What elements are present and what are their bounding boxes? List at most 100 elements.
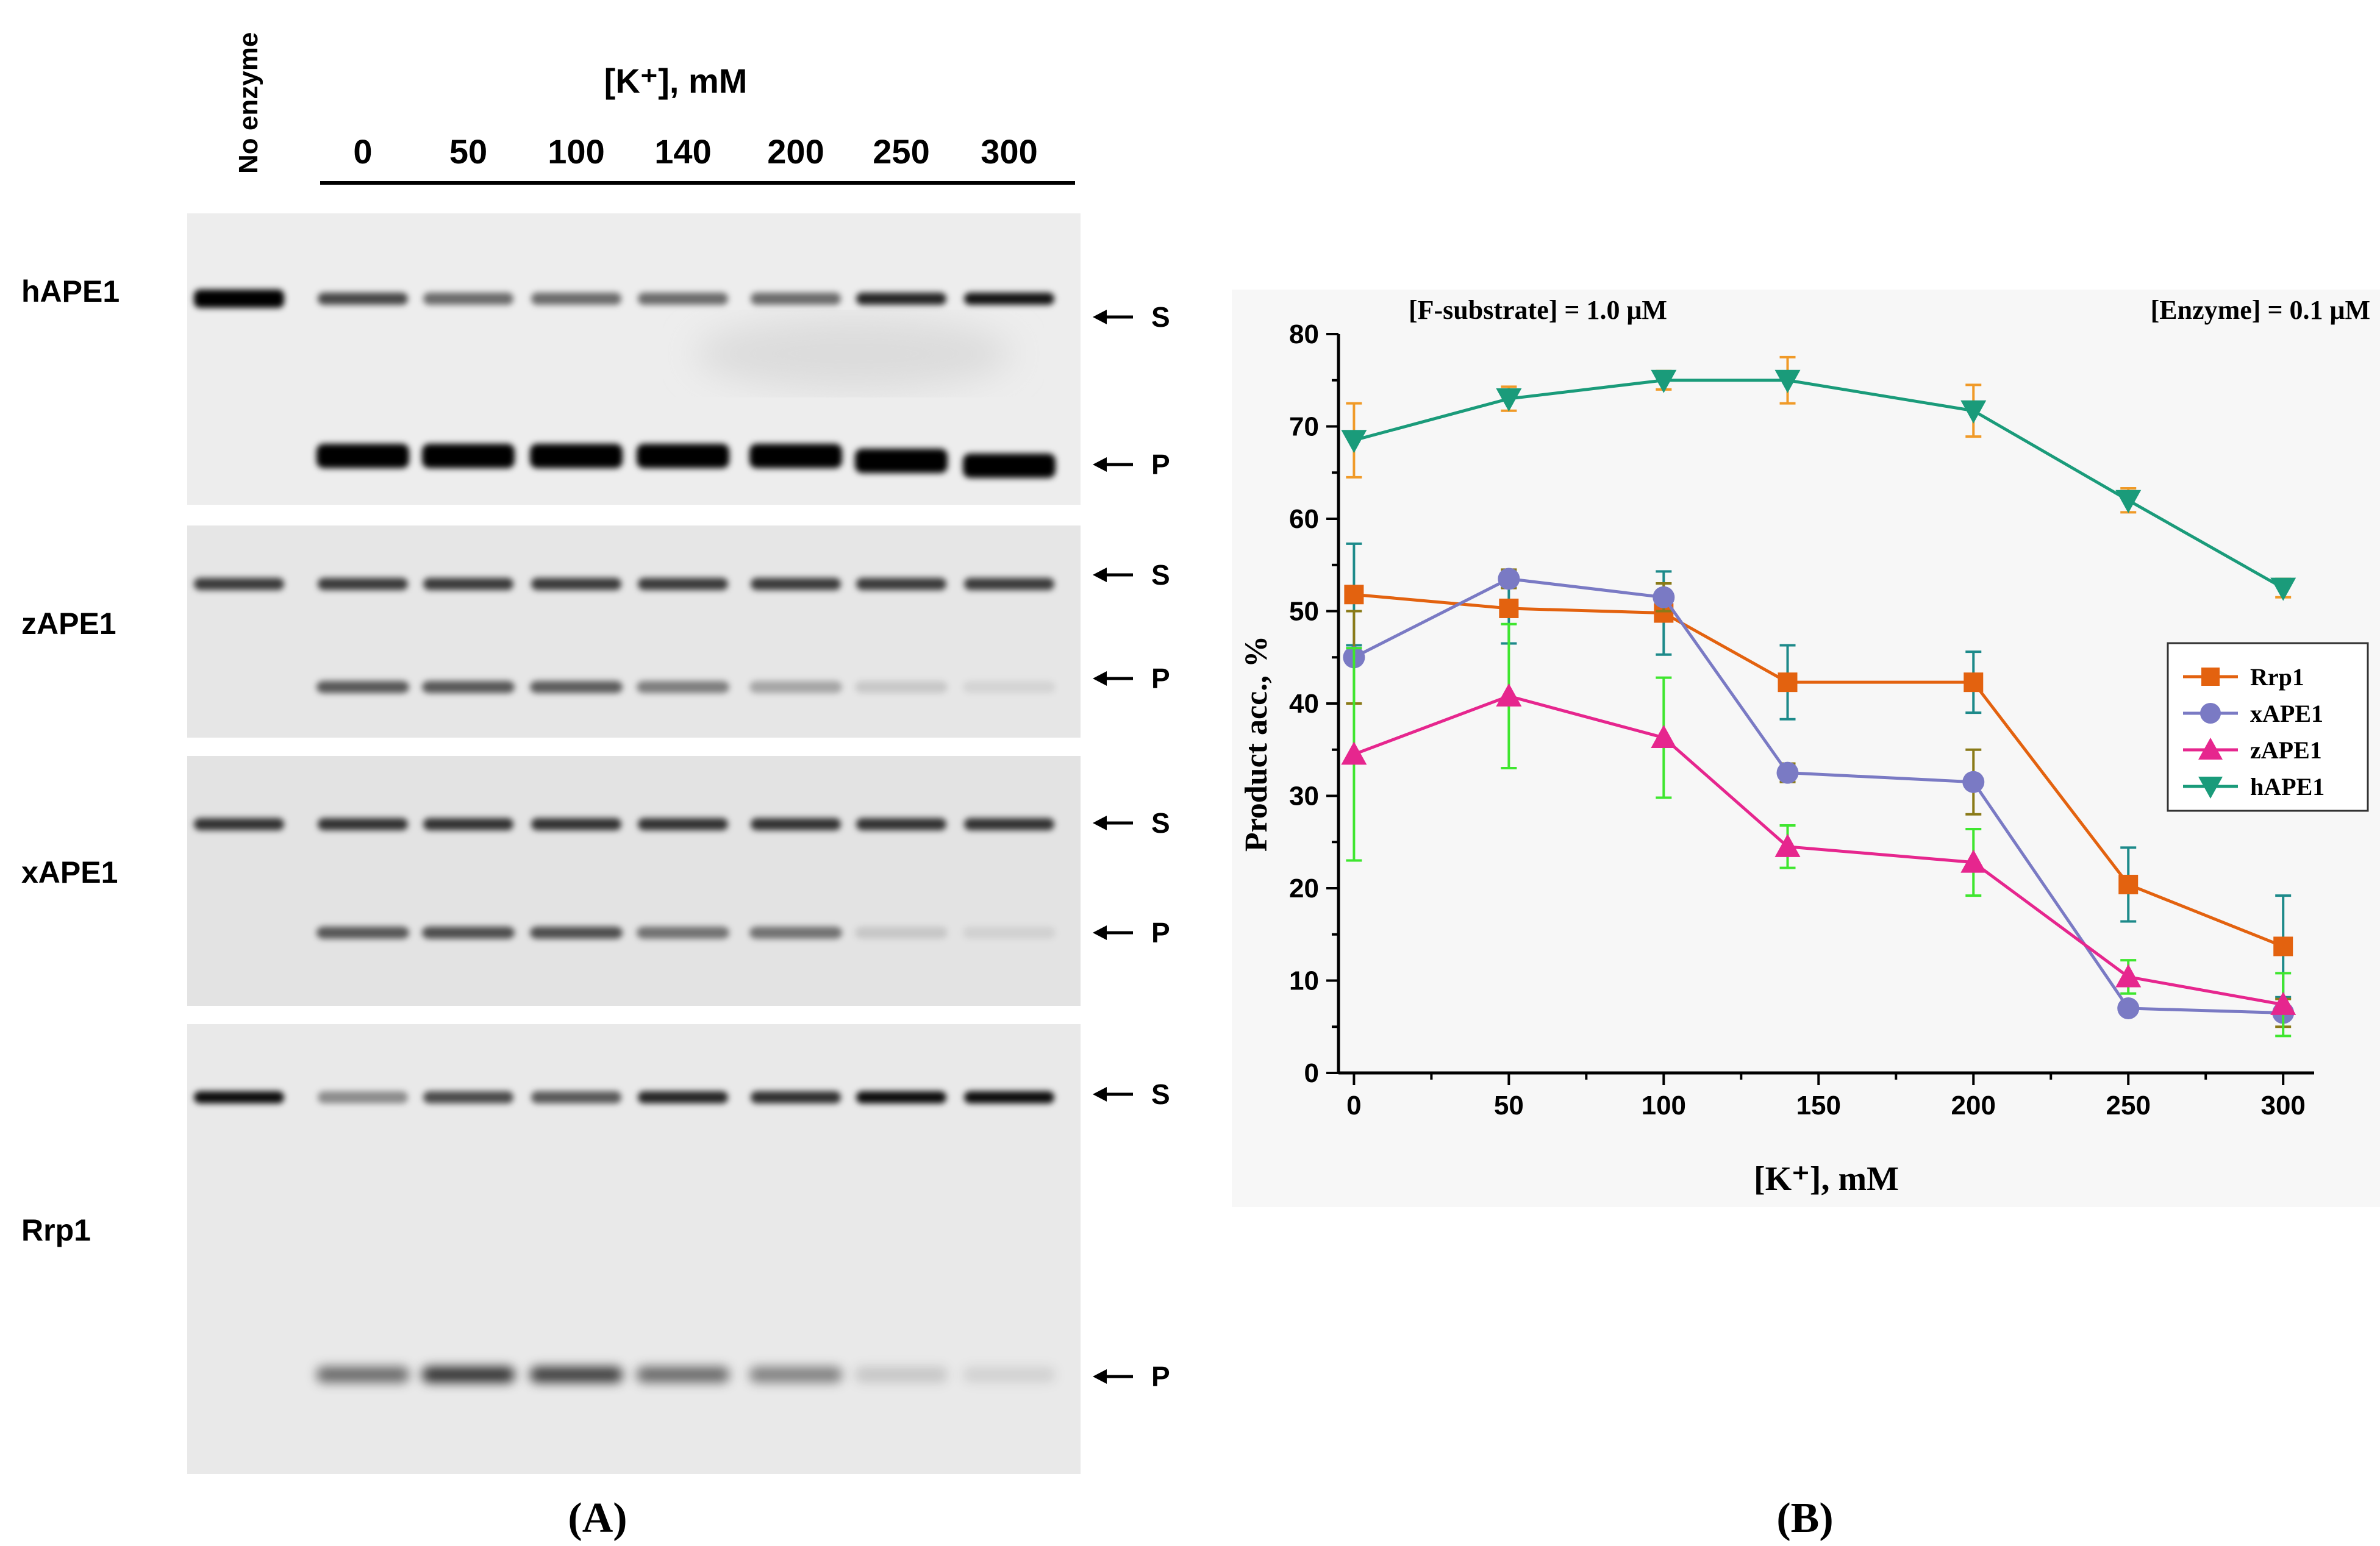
lane-conc-200: 200 xyxy=(767,132,824,171)
marker-square xyxy=(1964,672,1984,693)
product-band xyxy=(855,681,948,693)
legend: Rrp1 xAPE1 zAPE1 hAPE1 xyxy=(2167,642,2369,812)
marker-triangle-down xyxy=(2198,777,2223,799)
marker-triangle-up xyxy=(1496,683,1522,707)
marker-square xyxy=(2273,936,2293,956)
arrow-head xyxy=(1093,671,1107,686)
y-tick-label: 0 xyxy=(1304,1058,1319,1088)
blot-smear xyxy=(695,317,1012,390)
axes: 0 50 100 150 200 250 300 0 10 20 30 40 50 60 70 80 xyxy=(1289,319,2314,1120)
marker-triangle-up xyxy=(2198,738,2223,760)
marker-triangle-up xyxy=(1651,725,1677,749)
annotation-left: [F-substrate] = 1.0 μM xyxy=(1409,295,1667,325)
substrate-band xyxy=(638,293,728,305)
series-hAPE1 xyxy=(1341,355,2296,601)
marker-square xyxy=(1778,672,1798,693)
y-tick-label: 60 xyxy=(1289,504,1319,534)
panel-name-hAPE1: hAPE1 xyxy=(21,274,120,308)
arrow-head xyxy=(1093,1369,1107,1384)
substrate-band xyxy=(531,293,621,305)
marker-triangle-down xyxy=(1960,400,1987,424)
product-band xyxy=(530,444,623,468)
lane-conc-250: 250 xyxy=(873,132,929,171)
substrate-band xyxy=(856,578,946,590)
arrow-head xyxy=(1093,568,1107,582)
x-tick-label: 200 xyxy=(1951,1091,1996,1120)
series-layer xyxy=(1341,355,2296,1038)
lane-conc-300: 300 xyxy=(981,132,1037,171)
legend-label: zAPE1 xyxy=(2250,736,2322,764)
s-label: S xyxy=(1151,807,1170,839)
x-tick-label: 150 xyxy=(1796,1091,1841,1120)
lane-conc-labels: 0 50 100 140 200 250 300 xyxy=(353,132,1037,171)
marker-square xyxy=(1499,598,1519,618)
product-band xyxy=(530,681,623,693)
product-band xyxy=(316,681,409,693)
marker-circle xyxy=(1962,771,1985,793)
product-band xyxy=(963,681,1056,693)
x-tick-label: 50 xyxy=(1494,1091,1524,1120)
substrate-band xyxy=(964,1091,1054,1103)
substrate-band xyxy=(531,818,621,830)
chart-panel: [F-substrate] = 1.0 μM [Enzyme] = 0.1 μM… xyxy=(1232,290,2380,1542)
substrate-band xyxy=(531,578,621,590)
marker-circle xyxy=(1653,586,1675,608)
marker-circle xyxy=(1498,568,1520,590)
substrate-band xyxy=(751,293,841,305)
product-band xyxy=(316,444,409,468)
substrate-band xyxy=(964,578,1054,590)
panel-name-zAPE1: zAPE1 xyxy=(21,607,116,641)
product-band xyxy=(749,444,842,468)
product-band xyxy=(963,1367,1056,1383)
substrate-band xyxy=(638,578,728,590)
legend-label: Rrp1 xyxy=(2250,663,2304,691)
y-tick-label: 50 xyxy=(1289,597,1319,627)
substrate-band xyxy=(318,818,408,830)
product-band xyxy=(855,449,948,473)
s-label: S xyxy=(1151,1078,1170,1110)
y-tick-label: 80 xyxy=(1289,319,1319,349)
y-tick-label: 70 xyxy=(1289,412,1319,442)
substrate-band xyxy=(856,293,946,305)
blot-hAPE1 xyxy=(187,213,1081,505)
y-axis-label: Product acc., % xyxy=(1239,636,1274,852)
lane-conc-0: 0 xyxy=(353,132,372,171)
product-band xyxy=(530,1367,623,1383)
substrate-band xyxy=(318,1091,408,1103)
substrate-band xyxy=(318,293,408,305)
arrow-head xyxy=(1093,925,1107,940)
substrate-band xyxy=(856,818,946,830)
product-band xyxy=(422,1367,515,1383)
substrate-band xyxy=(751,818,841,830)
arrow-head xyxy=(1093,457,1107,472)
substrate-band xyxy=(194,290,284,308)
marker-square xyxy=(2201,668,2220,686)
gel-panel: No enzyme [K⁺], mM 0 50 100 140 200 250 300 hA… xyxy=(21,32,1170,1542)
conc-title: [K⁺], mM xyxy=(604,62,748,100)
substrate-band xyxy=(423,578,513,590)
substrate-band xyxy=(194,578,284,590)
product-band xyxy=(963,454,1056,478)
legend-box xyxy=(2167,642,2369,812)
substrate-band xyxy=(423,1091,513,1103)
y-tick-label: 40 xyxy=(1289,689,1319,719)
x-tick-label: 100 xyxy=(1642,1091,1686,1120)
product-band xyxy=(749,1367,842,1383)
substrate-band xyxy=(964,818,1054,830)
marker-triangle-down xyxy=(1774,369,1801,393)
substrate-band xyxy=(531,1091,621,1103)
panel-name-Rrp1: Rrp1 xyxy=(21,1213,91,1247)
product-band xyxy=(749,927,842,939)
substrate-band xyxy=(751,1091,841,1103)
panel-b-caption: (B) xyxy=(1776,1495,1833,1542)
arrow-head xyxy=(1093,310,1107,324)
substrate-band xyxy=(856,1091,946,1103)
blot-background xyxy=(187,756,1081,1006)
annotation-right: [Enzyme] = 0.1 μM xyxy=(2151,295,2370,325)
product-band xyxy=(637,1367,729,1383)
product-band xyxy=(855,927,948,939)
substrate-band xyxy=(318,578,408,590)
marker-square xyxy=(2118,874,2139,894)
s-label: S xyxy=(1151,559,1170,591)
gel-blots xyxy=(187,213,1081,1474)
